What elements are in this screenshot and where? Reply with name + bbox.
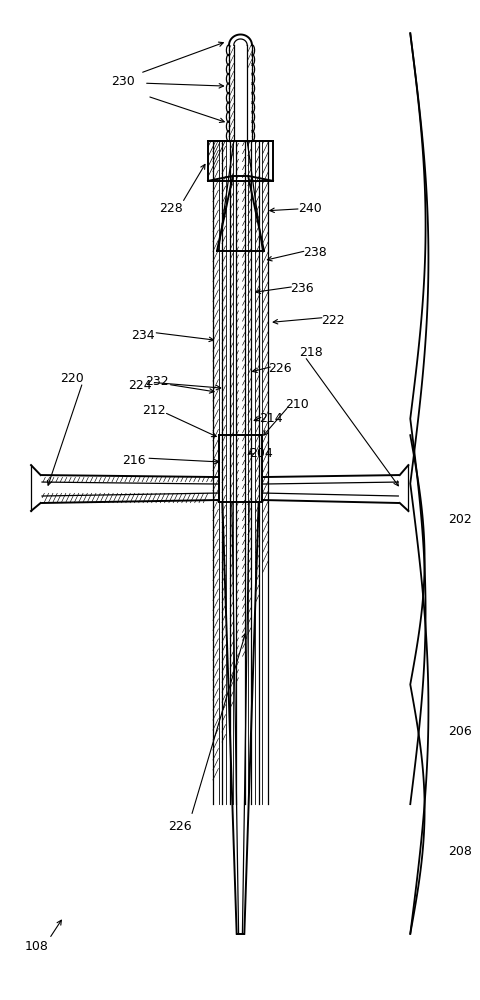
Text: 202: 202 [448, 513, 471, 526]
Text: 218: 218 [299, 346, 323, 359]
Text: 226: 226 [268, 362, 291, 375]
Text: 204: 204 [249, 447, 272, 460]
Text: 208: 208 [448, 845, 471, 858]
Text: 108: 108 [24, 940, 48, 953]
Text: 206: 206 [448, 725, 471, 738]
Text: 216: 216 [122, 454, 146, 467]
Text: 240: 240 [297, 202, 321, 215]
Text: 228: 228 [159, 202, 183, 215]
Text: 232: 232 [145, 375, 169, 388]
Text: 226: 226 [168, 820, 191, 833]
Text: 214: 214 [258, 412, 282, 425]
Text: 212: 212 [141, 404, 165, 417]
Text: 238: 238 [302, 246, 326, 259]
Text: 224: 224 [128, 379, 152, 392]
Text: 236: 236 [289, 282, 313, 295]
Text: 210: 210 [285, 398, 308, 411]
Text: 222: 222 [320, 314, 344, 327]
Text: 234: 234 [131, 329, 154, 342]
Text: 230: 230 [111, 75, 135, 88]
Text: 220: 220 [60, 372, 84, 385]
